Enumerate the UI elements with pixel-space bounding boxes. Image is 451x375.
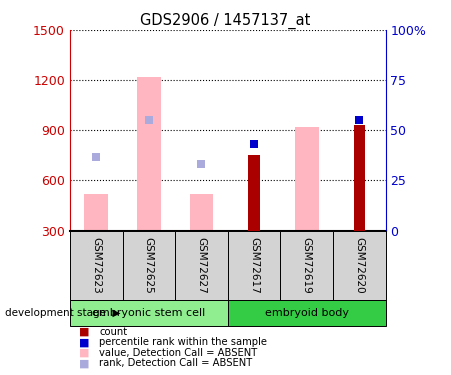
- Bar: [354, 125, 365, 231]
- Bar: [70, 300, 228, 326]
- Text: development stage  ▶: development stage ▶: [5, 308, 120, 318]
- Text: ■: ■: [79, 358, 89, 368]
- Bar: [228, 231, 281, 300]
- Bar: [249, 155, 260, 231]
- Text: GDS2906 / 1457137_at: GDS2906 / 1457137_at: [140, 13, 311, 29]
- Text: value, Detection Call = ABSENT: value, Detection Call = ABSENT: [99, 348, 258, 358]
- Text: embryoid body: embryoid body: [265, 308, 349, 318]
- Text: GSM72617: GSM72617: [249, 237, 259, 294]
- Bar: [123, 231, 175, 300]
- Bar: [84, 194, 108, 231]
- Text: ■: ■: [79, 327, 89, 337]
- Bar: [295, 127, 318, 231]
- Bar: [175, 231, 228, 300]
- Bar: [70, 231, 123, 300]
- Text: ■: ■: [79, 338, 89, 347]
- Text: embryonic stem cell: embryonic stem cell: [92, 308, 206, 318]
- Text: GSM72623: GSM72623: [91, 237, 101, 294]
- Text: GSM72619: GSM72619: [302, 237, 312, 294]
- Bar: [281, 231, 333, 300]
- Text: count: count: [99, 327, 127, 337]
- Text: percentile rank within the sample: percentile rank within the sample: [99, 338, 267, 347]
- Bar: [189, 194, 213, 231]
- Bar: [333, 231, 386, 300]
- Text: GSM72625: GSM72625: [144, 237, 154, 294]
- Bar: [228, 300, 386, 326]
- Text: rank, Detection Call = ABSENT: rank, Detection Call = ABSENT: [99, 358, 253, 368]
- Bar: [137, 77, 161, 231]
- Text: GSM72620: GSM72620: [354, 237, 364, 294]
- Text: ■: ■: [79, 348, 89, 358]
- Text: GSM72627: GSM72627: [197, 237, 207, 294]
